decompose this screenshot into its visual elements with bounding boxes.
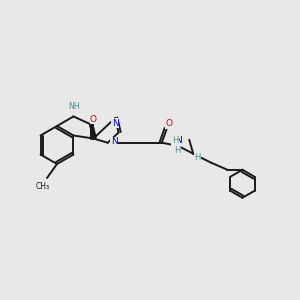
Text: NH: NH: [69, 103, 80, 112]
Text: N: N: [176, 136, 182, 145]
Text: O: O: [165, 119, 172, 128]
Text: H: H: [172, 136, 178, 145]
Text: H: H: [174, 146, 180, 155]
Text: H: H: [194, 153, 200, 162]
Text: N: N: [112, 118, 118, 127]
Text: CH₃: CH₃: [36, 182, 50, 191]
Text: O: O: [90, 115, 97, 124]
Text: N: N: [111, 137, 118, 146]
